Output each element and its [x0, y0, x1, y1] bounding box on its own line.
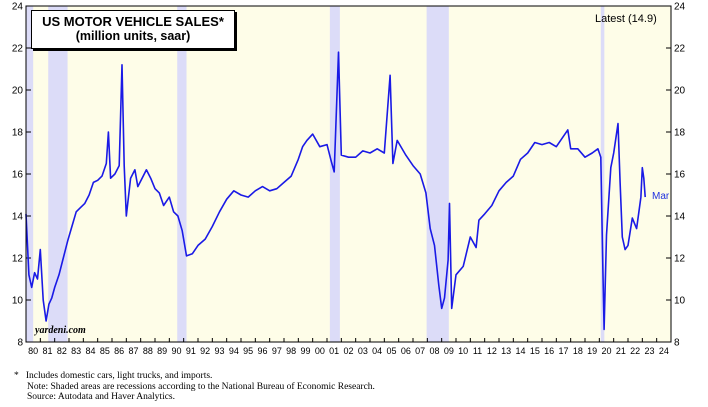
x-tick-label: 07	[415, 346, 425, 356]
x-tick-label: 09	[444, 346, 454, 356]
chart-title-box: US MOTOR VEHICLE SALES* (million units, …	[31, 10, 235, 49]
chart-subtitle: (million units, saar)	[75, 29, 191, 43]
x-tick-label: 88	[143, 346, 153, 356]
footnote-line: * Includes domestic cars, light trucks, …	[14, 371, 375, 382]
y-tick-label-right: 16	[674, 170, 686, 181]
x-tick-label: 86	[114, 346, 124, 356]
y-tick-label-right: 24	[674, 2, 686, 13]
x-tick-label: 83	[71, 346, 81, 356]
plot-background	[26, 6, 671, 342]
y-tick-label-right: 10	[674, 296, 686, 307]
x-tick-label: 04	[372, 346, 382, 356]
x-tick-label: 08	[429, 346, 439, 356]
recession-band	[600, 6, 605, 342]
x-tick-label: 82	[57, 346, 67, 356]
recession-note: Note: Shaded areas are recessions accord…	[27, 381, 375, 392]
y-tick-label-left: 10	[12, 296, 24, 307]
x-tick-label: 11	[473, 346, 482, 356]
x-tick-label: 00	[315, 346, 325, 356]
x-tick-label: 18	[573, 346, 583, 356]
x-tick-label: 15	[530, 346, 540, 356]
x-tick-label: 80	[28, 346, 38, 356]
x-tick-label: 95	[243, 346, 253, 356]
latest-value-label: Latest (14.9)	[595, 13, 657, 25]
x-tick-label: 02	[343, 346, 353, 356]
last-point-label: Mar	[652, 191, 670, 202]
y-tick-label-left: 18	[12, 128, 24, 139]
x-tick-label: 94	[229, 346, 239, 356]
source-note: Source: Autodata and Haver Analytics.	[27, 392, 176, 402]
x-tick-label: 84	[85, 346, 95, 356]
recession-band	[426, 6, 449, 342]
x-tick-label: 13	[501, 346, 511, 356]
x-tick-label: 19	[587, 346, 597, 356]
x-tick-label: 97	[272, 346, 282, 356]
x-tick-label: 89	[157, 346, 167, 356]
x-tick-label: 21	[616, 346, 626, 356]
recession-band	[329, 6, 340, 342]
y-tick-label-right: 14	[674, 212, 686, 223]
x-tick-label: 98	[286, 346, 296, 356]
brand-watermark: yardeni.com	[35, 325, 86, 336]
y-tick-label-right: 18	[674, 128, 686, 139]
x-tick-label: 03	[358, 346, 368, 356]
y-tick-label-left: 24	[12, 2, 24, 13]
recession-band	[48, 6, 68, 342]
y-tick-label-right: 22	[674, 44, 686, 55]
footnote-text: Includes domestic cars, light trucks, an…	[25, 371, 213, 381]
x-tick-label: 10	[458, 346, 468, 356]
y-tick-label-left: 14	[12, 212, 24, 223]
chart-title: US MOTOR VEHICLE SALES*	[42, 14, 224, 29]
x-tick-label: 05	[386, 346, 396, 356]
y-tick-label-left: 16	[12, 170, 24, 181]
y-tick-label-right: 12	[674, 254, 686, 265]
x-tick-label: 01	[329, 346, 339, 356]
x-tick-label: 17	[558, 346, 568, 356]
chart-notes: * Includes domestic cars, light trucks, …	[14, 371, 375, 403]
plot-frame	[25, 5, 672, 343]
x-tick-label: 90	[171, 346, 181, 356]
y-tick-label-left: 20	[12, 86, 24, 97]
x-tick-label: 91	[186, 346, 196, 356]
x-tick-label: 81	[42, 346, 52, 356]
recession-band	[177, 6, 187, 342]
y-tick-label-right: 20	[674, 86, 686, 97]
x-tick-label: 14	[515, 346, 525, 356]
x-tick-label: 24	[659, 346, 669, 356]
sales-series-line	[25, 51, 646, 331]
x-tick-label: 20	[601, 346, 611, 356]
x-tick-label: 22	[630, 346, 640, 356]
x-tick-label: 16	[544, 346, 554, 356]
x-tick-label: 06	[401, 346, 411, 356]
y-tick-label-left: 12	[12, 254, 24, 265]
x-tick-label: 85	[100, 346, 110, 356]
x-tick-label: 87	[128, 346, 138, 356]
x-tick-label: 93	[214, 346, 224, 356]
y-tick-label-left: 22	[12, 44, 24, 55]
x-tick-label: 96	[257, 346, 267, 356]
x-tick-label: 23	[644, 346, 654, 356]
footnote-marker: *	[14, 371, 19, 381]
x-tick-label: 92	[200, 346, 210, 356]
x-tick-label: 12	[487, 346, 497, 356]
x-tick-label: 99	[300, 346, 310, 356]
y-tick-label-right: 8	[674, 338, 680, 349]
y-tick-label-left: 8	[17, 338, 23, 349]
